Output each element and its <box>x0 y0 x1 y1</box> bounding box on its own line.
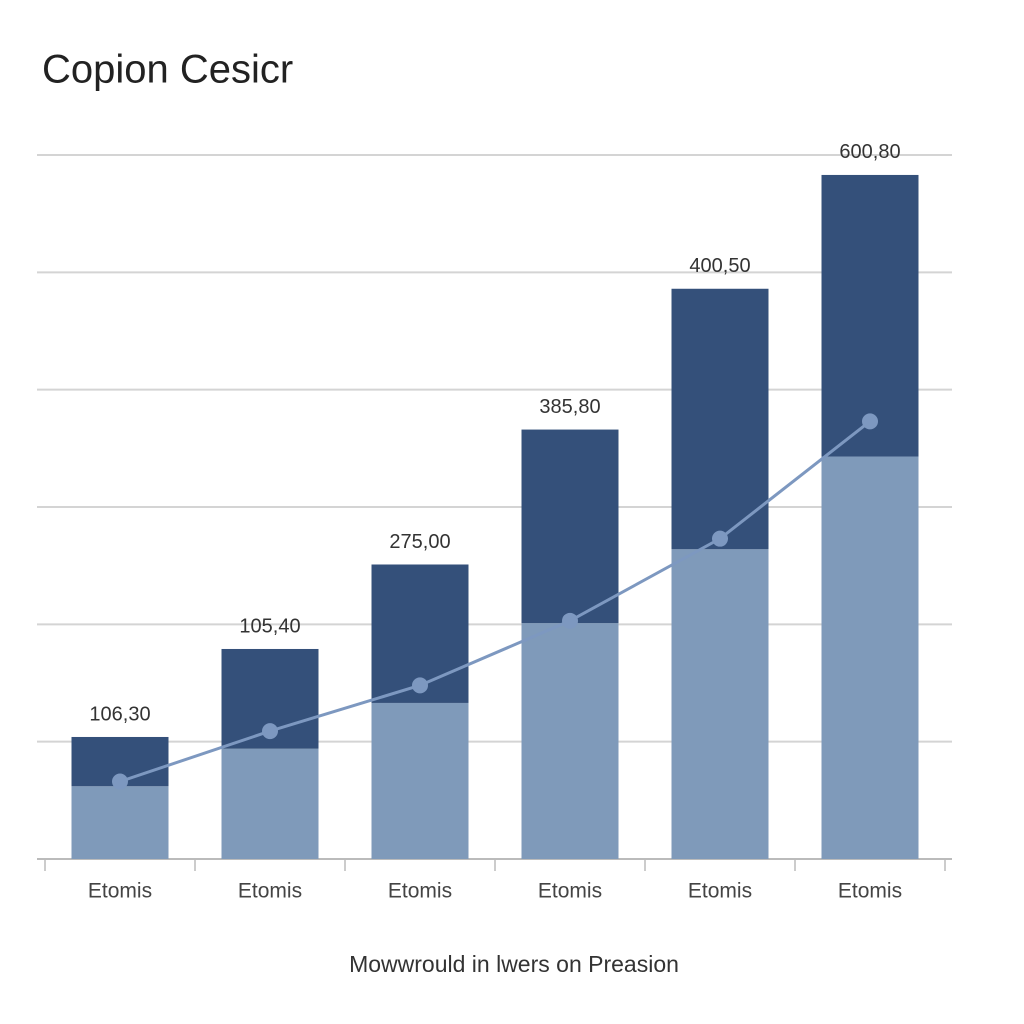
total-label: 400,50 <box>689 255 750 277</box>
total-label: 105,40 <box>239 615 300 637</box>
x-tick-label: Etomis <box>838 880 902 903</box>
x-axis-label: Mowwrould in lwers on Preasion <box>349 951 679 977</box>
line-point <box>562 612 578 629</box>
x-tick-label: Etomis <box>538 880 602 903</box>
line-point <box>712 530 728 547</box>
bar-segment <box>371 702 469 859</box>
line-point <box>112 773 128 790</box>
line-point <box>862 413 878 430</box>
line-point <box>262 723 278 740</box>
total-label: 385,80 <box>539 396 600 418</box>
chart-title: Copion Cesicr <box>42 48 293 92</box>
line-series <box>119 420 871 783</box>
bar-segment <box>671 288 769 550</box>
total-label: 106,30 <box>89 703 150 725</box>
x-tick-label: Etomis <box>388 880 452 903</box>
line-point <box>412 677 428 694</box>
bar-segment <box>71 786 169 859</box>
bar-segment <box>221 748 319 859</box>
x-tick-label: Etomis <box>88 880 152 903</box>
total-label: 600,80 <box>839 141 900 163</box>
bar-segment <box>671 549 769 859</box>
bar-segment <box>821 456 919 859</box>
total-label: 275,00 <box>389 531 450 553</box>
bar-segment <box>521 429 619 624</box>
x-tick-label: Etomis <box>238 880 302 903</box>
bar-segment <box>821 174 919 457</box>
x-tick-label: Etomis <box>688 880 752 903</box>
bar-segment <box>521 623 619 859</box>
